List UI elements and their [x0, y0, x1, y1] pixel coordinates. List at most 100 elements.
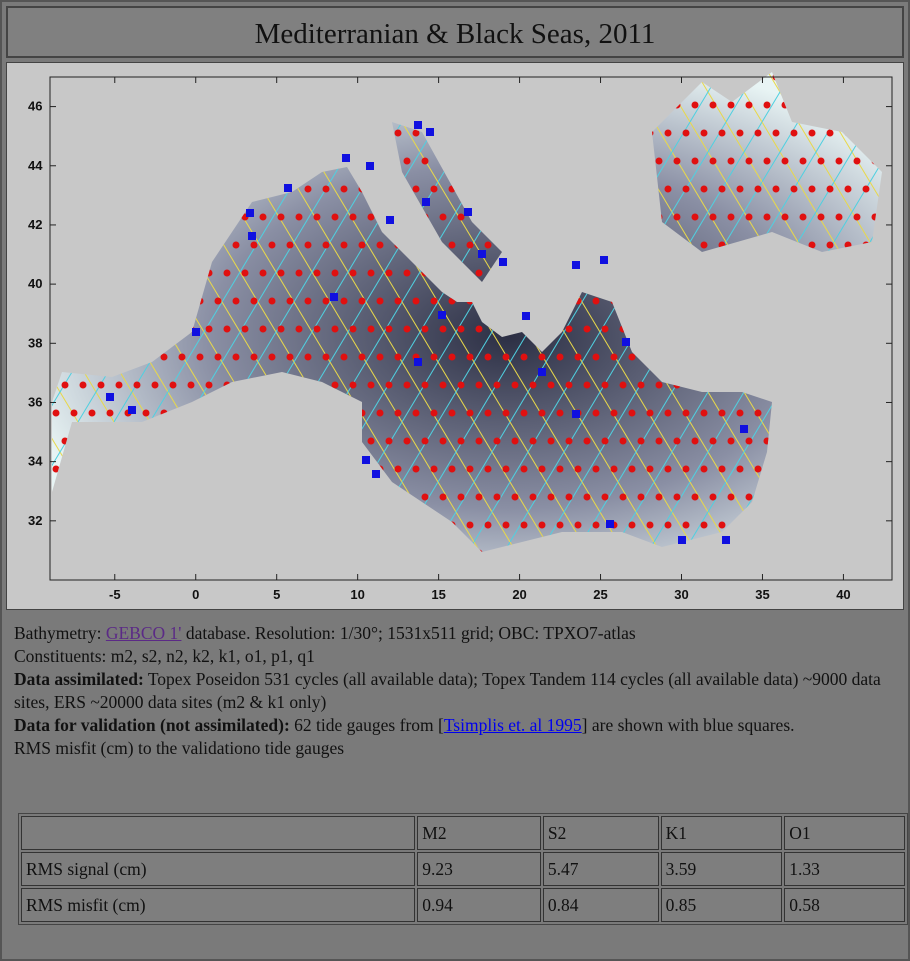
site [440, 326, 447, 333]
gauge [284, 184, 292, 192]
site [260, 326, 267, 333]
site [548, 494, 555, 501]
gauge [422, 198, 430, 206]
site [836, 214, 843, 221]
cell: RMS signal (cm) [21, 852, 415, 886]
site [467, 522, 474, 529]
y-tick-label: 32 [28, 513, 42, 528]
x-tick-label: 35 [755, 587, 769, 602]
site [602, 382, 609, 389]
site [314, 326, 321, 333]
site [413, 466, 420, 473]
site [323, 242, 330, 249]
site [395, 466, 402, 473]
site [647, 410, 654, 417]
site [359, 354, 366, 361]
site [494, 494, 501, 501]
gauge [330, 293, 338, 301]
site [530, 494, 537, 501]
gauge [622, 338, 630, 346]
site [224, 326, 231, 333]
text: 62 tide gauges from [ [290, 715, 444, 735]
gauge [426, 128, 434, 136]
site [593, 522, 600, 529]
site [422, 438, 429, 445]
gauge [600, 256, 608, 264]
site [449, 354, 456, 361]
site [692, 102, 699, 109]
site [602, 494, 609, 501]
site [467, 466, 474, 473]
gauge [522, 312, 530, 320]
link[interactable]: GEBCO 1' [106, 623, 182, 643]
site [836, 158, 843, 165]
site [782, 214, 789, 221]
site [368, 270, 375, 277]
site [737, 466, 744, 473]
site [548, 438, 555, 445]
site [368, 382, 375, 389]
site [773, 130, 780, 137]
site [386, 270, 393, 277]
rms-table: M2 S2 K1 O1 RMS signal (cm) 9.23 5.47 3.… [18, 813, 908, 925]
site [557, 522, 564, 529]
site [611, 354, 618, 361]
gauge [128, 406, 136, 414]
cell: 1.33 [784, 852, 905, 886]
site [404, 326, 411, 333]
site [98, 382, 105, 389]
site [791, 186, 798, 193]
site [539, 522, 546, 529]
site [683, 410, 690, 417]
site [674, 158, 681, 165]
cell: 0.85 [661, 888, 783, 922]
site [215, 354, 222, 361]
site [260, 214, 267, 221]
gauge [342, 154, 350, 162]
desc-line: Bathymetry: GEBCO 1' database. Resolutio… [14, 622, 904, 645]
site [737, 130, 744, 137]
cell: 5.47 [543, 852, 659, 886]
x-tick-label: 10 [350, 587, 364, 602]
site [818, 158, 825, 165]
site [134, 382, 141, 389]
site [179, 354, 186, 361]
gauge [678, 536, 686, 544]
site [566, 326, 573, 333]
site [746, 158, 753, 165]
site [809, 186, 816, 193]
site [233, 354, 240, 361]
cell: O1 [784, 816, 905, 850]
gauge [246, 209, 254, 217]
site [251, 354, 258, 361]
site [728, 158, 735, 165]
site [512, 494, 519, 501]
site [827, 130, 834, 137]
site [449, 242, 456, 249]
site [431, 354, 438, 361]
site [728, 214, 735, 221]
site [710, 102, 717, 109]
site [557, 354, 564, 361]
site [215, 298, 222, 305]
site [341, 242, 348, 249]
site [458, 438, 465, 445]
table-header: M2 S2 K1 O1 [21, 816, 905, 850]
site [233, 298, 240, 305]
site [269, 298, 276, 305]
site [377, 298, 384, 305]
site [629, 354, 636, 361]
site [404, 270, 411, 277]
link[interactable]: Tsimplis et. al 1995 [444, 715, 582, 735]
site [719, 466, 726, 473]
gauge [414, 358, 422, 366]
site [413, 410, 420, 417]
x-tick-label: -5 [109, 587, 121, 602]
site [404, 158, 411, 165]
site [422, 158, 429, 165]
site [764, 214, 771, 221]
site [584, 438, 591, 445]
site [638, 382, 645, 389]
site [584, 326, 591, 333]
site [449, 410, 456, 417]
